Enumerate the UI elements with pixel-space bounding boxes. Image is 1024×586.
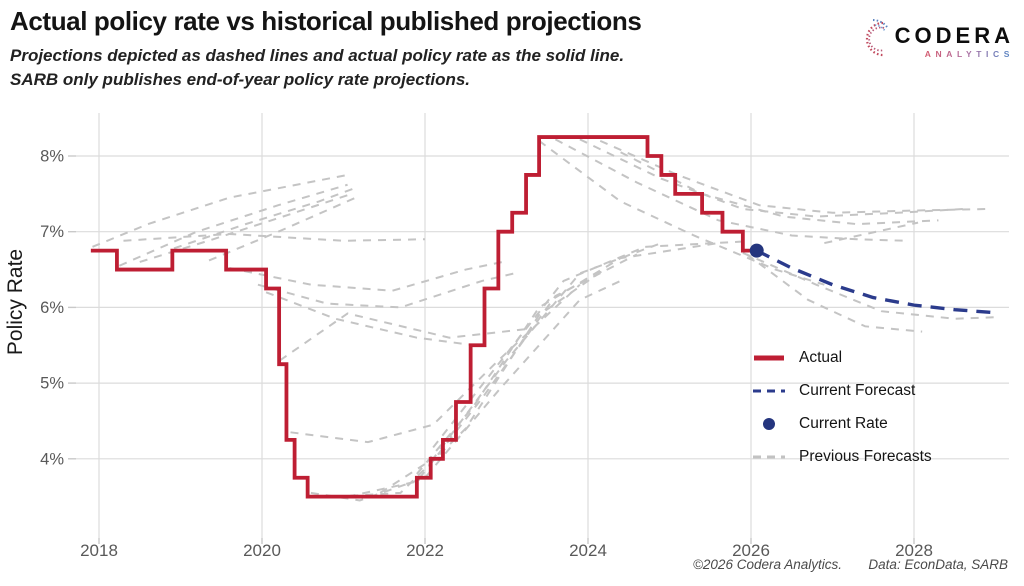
previous-forecast-line bbox=[123, 232, 426, 242]
current-rate-dot bbox=[749, 243, 764, 258]
y-axis-title: Policy Rate bbox=[4, 249, 27, 355]
footer-data-source: Data: EconData, SARB bbox=[868, 557, 1008, 572]
legend-label: Current Rate bbox=[799, 414, 888, 432]
previous-forecast-line bbox=[118, 183, 348, 267]
previous-forecast-line bbox=[432, 240, 743, 449]
y-tick-label: 7% bbox=[40, 223, 64, 241]
previous-forecast-line bbox=[279, 312, 532, 362]
x-tick-label: 2022 bbox=[406, 541, 444, 560]
chart-legend: Actual Current Forecast Current Rate Pre… bbox=[752, 341, 932, 473]
previous-forecast-line bbox=[347, 253, 638, 498]
footer-copyright: ©2026 Codera Analytics. bbox=[692, 557, 842, 572]
x-tick-label: 2026 bbox=[732, 541, 770, 560]
legend-item-previous-forecasts: Previous Forecasts bbox=[752, 440, 932, 473]
y-tick-label: 4% bbox=[40, 450, 64, 468]
previous-forecast-line bbox=[538, 140, 825, 286]
x-tick-label: 2020 bbox=[243, 541, 281, 560]
codera-logo-icon bbox=[853, 16, 891, 67]
actual-line-swatch bbox=[754, 355, 784, 360]
logo-sub-text: ANALYTICS bbox=[924, 48, 1014, 59]
legend-label: Previous Forecasts bbox=[799, 447, 932, 465]
previous-forecast-line bbox=[257, 272, 515, 309]
chart-subtitle-line1: Projections depicted as dashed lines and… bbox=[10, 46, 625, 65]
legend-item-current-forecast: Current Forecast bbox=[752, 374, 932, 407]
y-tick-label: 6% bbox=[40, 299, 64, 317]
x-tick-label: 2028 bbox=[895, 541, 933, 560]
previous-forecast-line bbox=[416, 242, 719, 475]
previous-forecast-line bbox=[290, 283, 581, 444]
previous-forecast-line bbox=[746, 253, 923, 333]
codera-logo: CODERA ANALYTICS bbox=[853, 16, 1014, 67]
current-forecast-line-swatch bbox=[753, 389, 785, 392]
y-tick-label: 8% bbox=[40, 148, 64, 166]
x-tick-label: 2018 bbox=[80, 541, 118, 560]
y-tick-label: 5% bbox=[40, 375, 64, 393]
previous-forecast-line bbox=[265, 291, 475, 347]
legend-item-actual: Actual bbox=[752, 341, 932, 374]
page-title: Actual policy rate vs historical publish… bbox=[10, 6, 642, 36]
previous-forecast-line bbox=[599, 139, 988, 214]
previous-forecast-line bbox=[310, 279, 622, 502]
previous-forecast-line bbox=[554, 138, 906, 242]
legend-label: Actual bbox=[799, 348, 843, 366]
x-tick-label: 2024 bbox=[569, 541, 607, 560]
legend-label: Current Forecast bbox=[799, 381, 916, 399]
actual-policy-rate-line bbox=[90, 135, 757, 499]
previous-forecasts-line-swatch bbox=[753, 455, 785, 458]
previous-forecast-line bbox=[335, 268, 605, 498]
chart-subtitle-line2: SARB only publishes end-of-year policy r… bbox=[10, 70, 471, 89]
current-forecast-line bbox=[755, 249, 996, 315]
current-rate-dot-swatch bbox=[763, 417, 775, 430]
previous-forecast-line bbox=[92, 173, 348, 248]
previous-forecast-line bbox=[208, 196, 357, 262]
previous-forecast-line bbox=[379, 242, 662, 494]
previous-forecast-line bbox=[229, 261, 503, 292]
legend-item-current-rate: Current Rate bbox=[752, 407, 932, 440]
previous-forecast-line bbox=[579, 138, 963, 218]
previous-forecast-line bbox=[824, 221, 919, 245]
previous-forecast-line bbox=[173, 186, 357, 250]
previous-forecast-line bbox=[742, 251, 996, 320]
logo-brand-text: CODERA bbox=[894, 22, 1014, 48]
